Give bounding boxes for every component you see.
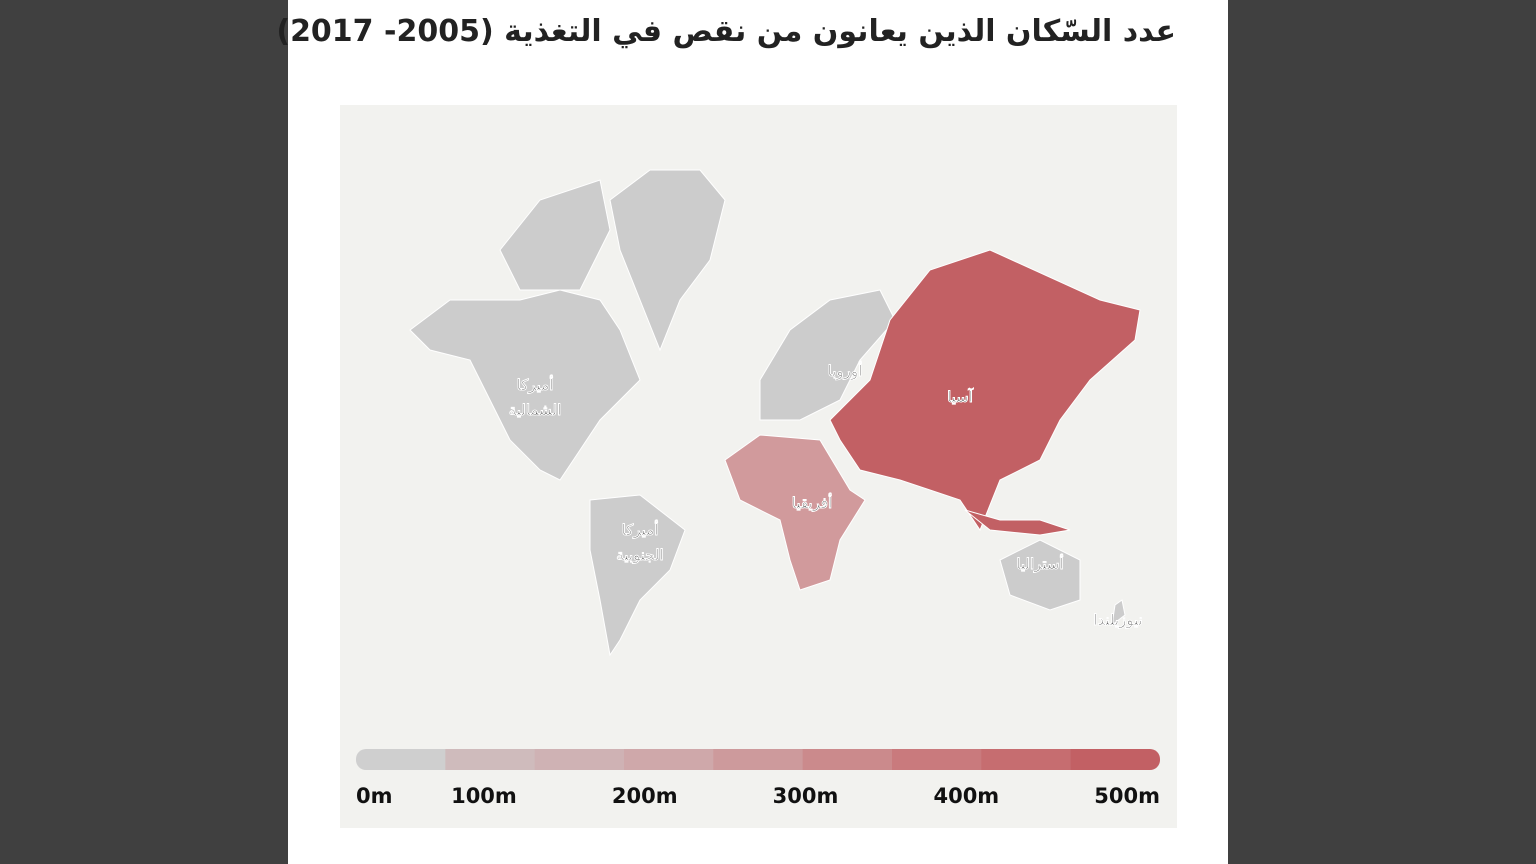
asia	[829, 249, 1141, 532]
legend-label: 500m	[1094, 784, 1160, 808]
legend-swatch	[713, 749, 804, 770]
legend-swatch	[534, 749, 625, 770]
africa	[724, 434, 866, 591]
indonesia	[964, 509, 1071, 536]
greenland	[609, 169, 726, 352]
legend-swatch	[802, 749, 893, 770]
title: عدد السّكان الذين يعانون من نقص في التغذ…	[276, 14, 1176, 49]
legend: 0m 100m 200m 300m 400m 500m	[356, 749, 1160, 808]
legend-swatch	[1070, 749, 1160, 770]
north-america	[409, 289, 641, 481]
legend-label: 0m	[356, 784, 393, 808]
arctic-islands	[499, 179, 611, 291]
australia	[999, 539, 1081, 611]
legend-swatch	[445, 749, 536, 770]
legend-swatch	[981, 749, 1072, 770]
region-label: نيوزيلندا	[1093, 611, 1142, 629]
legend-label: 400m	[933, 784, 999, 808]
region-label: أستراليا	[1016, 554, 1063, 573]
region-label: أوروبا	[828, 361, 863, 380]
map: أميركا الشمالية أميركا الجنوبية أوروبا أفر…	[340, 105, 1177, 828]
panel: عدد السّكان الذين يعانون من نقص في التغذ…	[276, 0, 1228, 864]
legend-label: 100m	[451, 784, 517, 808]
new-zealand	[1111, 599, 1126, 627]
legend-swatch	[892, 749, 982, 770]
region-label: أميركا الجنوبية	[616, 520, 663, 564]
region-label: أميركا الشمالية	[509, 375, 562, 419]
south-america	[589, 494, 686, 657]
legend-label: 200m	[612, 784, 678, 808]
legend-swatch	[356, 749, 446, 770]
region-label: أفريقيا	[792, 493, 832, 512]
legend-label: 300m	[773, 784, 839, 808]
region-label: آسيا	[947, 388, 974, 406]
europe	[759, 289, 896, 421]
legend-swatch	[624, 749, 714, 770]
